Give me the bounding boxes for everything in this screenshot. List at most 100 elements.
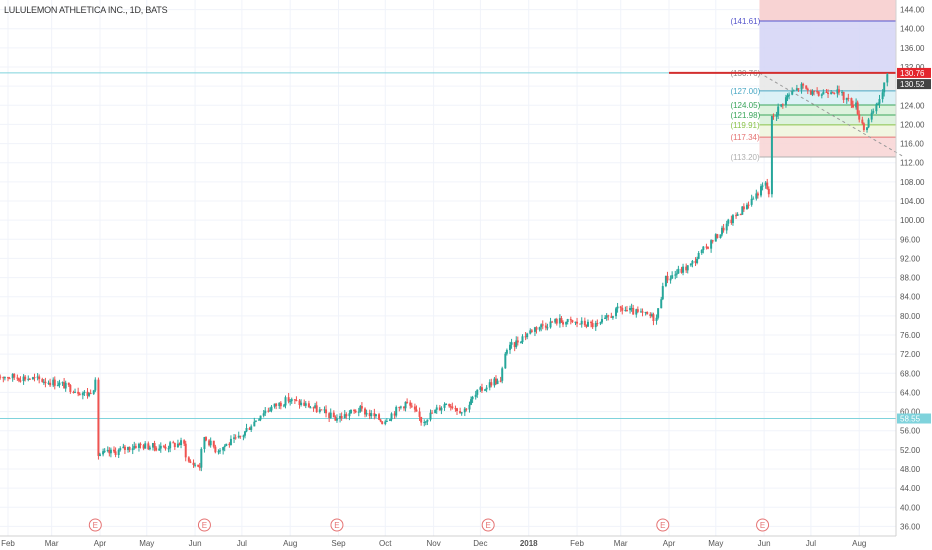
candle-body — [644, 311, 647, 313]
candle-body — [562, 322, 565, 325]
candle-body — [719, 234, 722, 239]
candle-body — [183, 440, 186, 444]
y-tick-label: 84.00 — [900, 293, 921, 302]
candle-body — [234, 437, 237, 439]
candle-body — [381, 421, 384, 425]
candle-body — [558, 318, 561, 324]
support-price-badge-bg — [897, 413, 931, 424]
earnings-label: E — [202, 521, 207, 530]
y-tick-label: 64.00 — [900, 388, 921, 397]
candle-body — [576, 321, 579, 324]
candle-body — [666, 275, 669, 281]
candle-body — [304, 403, 307, 406]
candle-body — [660, 299, 663, 309]
candle-body — [560, 318, 563, 323]
candle-body — [225, 443, 228, 446]
y-tick-label: 100.00 — [900, 216, 925, 225]
x-tick-label: Jul — [806, 539, 816, 548]
candle-body — [374, 414, 377, 417]
candle-body — [480, 387, 483, 391]
candle-body — [456, 408, 458, 412]
candle-body — [583, 320, 586, 326]
candle-body — [611, 316, 614, 318]
candle-body — [53, 379, 56, 386]
candle-body — [328, 413, 331, 418]
x-tick-label: Aug — [852, 539, 866, 548]
candle-body — [41, 379, 44, 382]
candle-body — [278, 402, 281, 406]
second-price-badge: 130.52 — [900, 80, 925, 89]
candle-body — [203, 437, 206, 449]
candle-body — [741, 206, 744, 215]
candle-body — [777, 106, 780, 115]
candle-body — [574, 321, 577, 323]
candle-body — [284, 397, 287, 406]
candle-body — [74, 391, 77, 393]
candle-body — [671, 275, 674, 279]
earnings-label: E — [93, 521, 98, 530]
candle-body — [855, 102, 858, 108]
candle-body — [209, 440, 212, 446]
candle-body — [650, 314, 653, 317]
candle-body — [630, 307, 633, 309]
candle-body — [56, 385, 59, 387]
candle-body — [273, 403, 276, 407]
candle-body — [675, 273, 678, 275]
candle-body — [36, 376, 39, 378]
candle-body — [465, 408, 468, 410]
candle-body — [727, 219, 730, 224]
candle-body — [16, 377, 19, 379]
candle-body — [504, 353, 507, 369]
candle-body — [625, 310, 628, 312]
candle-body — [488, 382, 491, 388]
candle-body — [579, 323, 582, 325]
candle-body — [791, 91, 794, 95]
candle-body — [114, 451, 117, 455]
fib-zone — [759, 114, 896, 125]
candle-body — [842, 91, 845, 100]
x-tick-label: May — [708, 539, 723, 548]
candle-body — [510, 342, 513, 345]
candle-body — [615, 308, 618, 317]
grid-lines — [0, 0, 896, 536]
candle-body — [797, 88, 800, 90]
y-tick-label: 124.00 — [900, 101, 925, 110]
candle-body — [484, 389, 487, 391]
candle-body — [92, 390, 95, 394]
candle-body — [108, 450, 111, 454]
candle-body — [599, 322, 602, 324]
candle-body — [781, 104, 784, 106]
fib-zone — [759, 124, 896, 138]
candle-body — [426, 419, 429, 422]
candle-body — [69, 385, 72, 392]
candle-body — [180, 440, 183, 446]
candle-body — [714, 234, 717, 242]
candle-body — [764, 182, 767, 186]
y-tick-label: 144.00 — [900, 6, 925, 15]
candle-body — [463, 408, 466, 413]
x-tick-label: Apr — [663, 539, 676, 548]
candle-body — [27, 378, 30, 380]
candle-body — [194, 464, 197, 466]
x-tick-label: Sep — [331, 539, 346, 548]
candle-body — [664, 275, 667, 287]
candle-body — [329, 412, 332, 418]
y-tick-label: 140.00 — [900, 25, 925, 34]
candle-body — [360, 406, 363, 409]
candle-body — [275, 403, 278, 406]
candle-body — [7, 377, 9, 379]
candle-body — [420, 416, 423, 423]
candle-body — [610, 316, 613, 318]
candle-body — [147, 443, 150, 450]
candle-body — [505, 350, 508, 354]
candle-body — [113, 449, 116, 452]
candle-body — [167, 448, 170, 450]
candles — [0, 72, 889, 472]
candle-body — [86, 391, 89, 396]
earnings-marker — [656, 518, 670, 532]
candle-body — [268, 410, 271, 412]
candle-body — [109, 449, 112, 454]
